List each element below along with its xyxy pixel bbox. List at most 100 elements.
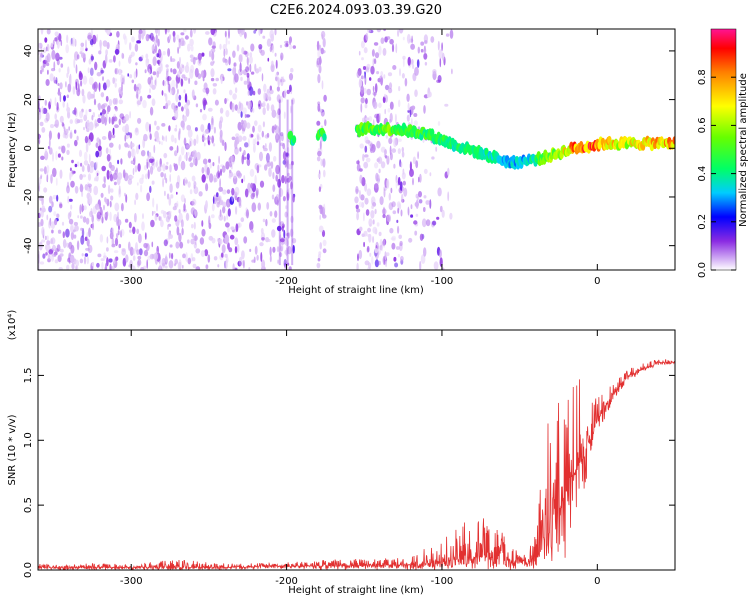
spectrogram-noise-cell xyxy=(66,94,70,99)
spectrogram-noise-cell xyxy=(280,55,283,61)
spectrogram-noise-cell xyxy=(136,249,140,256)
spectrogram-noise-cell xyxy=(269,89,274,95)
spectrogram-noise-cell xyxy=(321,34,324,40)
spectrogram-noise-cell xyxy=(95,161,98,169)
spectrogram-noise-cell xyxy=(57,153,61,158)
spectrogram-noise-cell xyxy=(46,240,51,246)
spectrogram-noise-cell xyxy=(425,219,431,227)
snr-panel: -300 -200 -100 0 0.0 0.5 1.0 1.5 Height of str… xyxy=(7,310,676,596)
spectrogram-noise-cell xyxy=(406,114,410,122)
spectrogram-noise-cell xyxy=(177,261,182,270)
spectrogram-noise-cell xyxy=(288,73,294,81)
spectrogram-noise-cell xyxy=(86,238,90,247)
spectrogram-noise-cell xyxy=(282,142,286,150)
spectrogram-noise-cell xyxy=(136,100,142,106)
spectrogram-noise-cell xyxy=(253,143,256,153)
spectrogram-noise-cell xyxy=(279,221,285,227)
spectrogram-noise-cell xyxy=(165,64,169,68)
spectrogram-noise-cell xyxy=(60,39,63,47)
spectrogram-noise-cell xyxy=(38,133,41,140)
spectrogram-noise-cell xyxy=(88,108,92,113)
spectrogram-noise-cell xyxy=(246,75,250,85)
spectrogram-noise-cell xyxy=(125,254,129,263)
spectrogram-noise-cell xyxy=(380,71,384,77)
spectrogram-noise-cell xyxy=(102,76,104,81)
spectrogram-noise-cell xyxy=(276,94,281,103)
spectrogram-noise-cell xyxy=(76,161,80,167)
spectrogram-noise-cell xyxy=(124,192,126,197)
spectrogram-noise-cell xyxy=(280,76,284,87)
y-tick-label: 0.5 xyxy=(23,497,34,513)
colorbar-tick-label: 0.4 xyxy=(697,166,708,182)
spectrogram-noise-cell xyxy=(319,56,322,66)
spectrogram-noise-cell xyxy=(73,221,78,226)
spectrogram-noise-cell xyxy=(171,252,174,260)
spectrogram-noise-cell xyxy=(396,201,401,208)
spectrogram-noise-cell xyxy=(145,33,150,42)
spectrogram-noise-cell xyxy=(143,249,149,257)
spectrogram-noise-cell xyxy=(237,121,242,131)
spectrogram-noise-cell xyxy=(85,109,88,117)
spectrogram-noise-cell xyxy=(244,188,249,198)
spectrogram-noise-cell xyxy=(208,158,211,163)
spectrogram-noise-cell xyxy=(370,210,375,219)
spectrogram-noise-cell xyxy=(136,40,141,44)
spectrogram-noise-cell xyxy=(65,228,70,238)
spectrogram-noise-cell xyxy=(391,242,396,250)
spectrogram-noise-cell xyxy=(193,138,197,146)
spectrogram-noise-cell xyxy=(388,82,393,90)
spectrogram-noise-cell xyxy=(378,168,381,174)
spectrogram-noise-cell xyxy=(141,54,144,59)
spectrogram-noise-cell xyxy=(280,238,285,243)
spectrogram-noise-cell xyxy=(289,84,292,93)
spectrogram-noise-cell xyxy=(201,52,205,57)
spectrogram-noise-cell xyxy=(100,92,105,98)
spectrogram-noise-cell xyxy=(277,178,281,188)
spectrogram-noise-cell xyxy=(156,203,158,212)
spectrogram-noise-cell xyxy=(128,221,132,229)
spectrogram-noise-cell xyxy=(170,55,173,63)
spectrogram-noise-cell xyxy=(88,153,91,164)
spectrogram-noise-cell xyxy=(319,242,323,250)
spectrogram-noise-cell xyxy=(200,250,206,257)
spectrogram-noise-cell xyxy=(420,41,425,46)
spectrogram-noise-cell xyxy=(52,152,54,162)
spectrogram-noise-cell xyxy=(117,159,120,165)
spectrogram-noise-cell xyxy=(413,120,418,126)
spectrogram-noise-cell xyxy=(189,29,193,38)
spectrogram-noise-cell xyxy=(199,108,203,113)
spectrogram-noise-cell xyxy=(81,52,86,59)
spectrogram-noise-cell xyxy=(261,259,266,270)
spectrogram-noise-cell xyxy=(186,144,190,149)
spectrogram-noise-cell xyxy=(191,175,196,182)
spectrogram-noise-cell xyxy=(249,221,254,231)
spectrogram-noise-cell xyxy=(175,124,178,128)
spectrogram-noise-cell xyxy=(129,132,133,139)
spectrogram-noise-cell xyxy=(43,187,48,193)
spectrogram-noise-cell xyxy=(279,95,284,103)
spectrogram-noise-cell xyxy=(380,161,386,169)
spectrogram-noise-cell xyxy=(257,202,261,211)
spectrogram-noise-cell xyxy=(88,58,92,65)
spectrogram-noise-cell xyxy=(360,85,365,95)
spectrogram-noise-cell xyxy=(356,160,360,165)
spectrogram-noise-cell xyxy=(374,113,379,119)
spectrogram-noise-cell xyxy=(397,225,400,234)
spectrogram-noise-cell xyxy=(229,234,235,240)
spectrogram-noise-cell xyxy=(96,34,98,42)
spectrogram-noise-cell xyxy=(436,216,440,220)
spectrogram-noise-cell xyxy=(292,45,296,49)
spectrogram-noise-cell xyxy=(379,196,384,206)
spectrogram-noise-cell xyxy=(323,203,326,213)
spectrogram-noise-cell xyxy=(42,59,46,68)
spectrogram-noise-cell xyxy=(162,210,167,219)
spectrogram-noise-cell xyxy=(433,261,439,270)
spectrogram-noise-cell xyxy=(74,129,77,134)
spectrogram-noise-cell xyxy=(129,175,134,179)
spectrogram-ridge xyxy=(287,121,675,170)
spectrogram-noise-cell xyxy=(112,172,118,180)
spectrogram-noise-cell xyxy=(374,52,380,59)
spectrogram-noise-cell xyxy=(275,133,280,142)
spectrogram-noise-cell xyxy=(227,227,230,233)
spectrogram-noise-cell xyxy=(235,206,238,215)
